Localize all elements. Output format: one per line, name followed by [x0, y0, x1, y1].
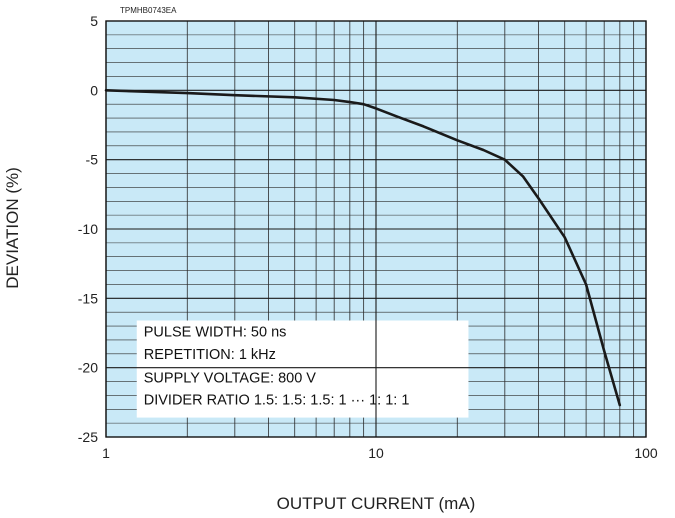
series-line	[104, 89, 622, 407]
x-tick-label: 10	[368, 445, 384, 461]
annotation-text: REPETITION: 1 kHz	[144, 347, 276, 363]
annotation-text: DIVIDER RATIO 1.5: 1.5: 1.5: 1 ··· 1: 1:…	[144, 393, 410, 409]
y-tick-label: -20	[78, 360, 98, 376]
x-tick-label: 1	[102, 445, 110, 461]
annotations: PULSE WIDTH: 50 ns REPETITION: 1 kHz SUPPL…	[144, 325, 410, 409]
y-axis-title: DEVIATION (%)	[3, 167, 22, 289]
y-tick-label: -10	[78, 221, 98, 237]
y-tick-label: 0	[90, 82, 98, 98]
plot-frame	[105, 20, 647, 438]
y-tick-label: -15	[78, 290, 98, 306]
y-tick-label: -25	[78, 429, 98, 445]
figure-code: TPMHB0743EA	[120, 6, 177, 15]
y-tick-label: -5	[86, 152, 99, 168]
tick-labels: 5 0 -5 -10 -15 -20 -251 10 100	[78, 13, 658, 461]
x-axis-title: OUTPUT CURRENT (mA)	[277, 494, 476, 513]
annotation-box	[136, 320, 469, 418]
y-tick-label: 5	[90, 13, 98, 29]
annotation-text: PULSE WIDTH: 50 ns	[144, 325, 287, 341]
annotation-text: SUPPLY VOLTAGE: 800 V	[144, 370, 317, 386]
x-tick-label: 100	[634, 445, 658, 461]
